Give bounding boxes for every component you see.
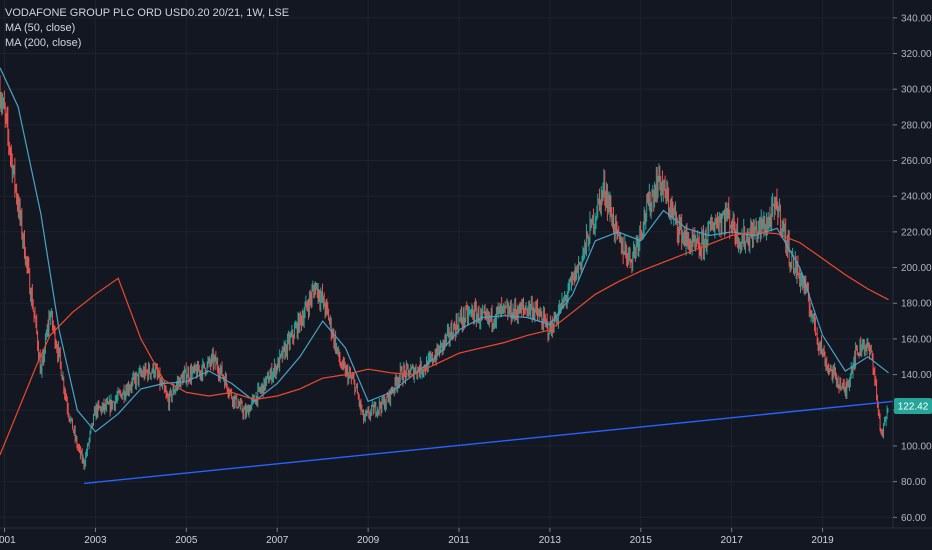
symbol-title: VODAFONE GROUP PLC ORD USD0.20 20/21, 1W… — [5, 7, 290, 19]
x-tick-label: 2005 — [175, 535, 198, 546]
ma50-legend[interactable]: MA (50, close) — [5, 22, 76, 34]
x-tick-label: 2007 — [266, 535, 289, 546]
x-tick-label: 2017 — [721, 535, 744, 546]
y-tick-label: 80.00 — [901, 477, 926, 488]
y-tick-label: 220.00 — [901, 227, 932, 238]
ma200-line[interactable] — [0, 231, 889, 456]
y-tick-label: 160.00 — [901, 334, 932, 345]
trendline[interactable] — [84, 400, 894, 485]
x-tick-label: 2015 — [630, 535, 653, 546]
last-price-badge — [894, 397, 932, 414]
y-tick-label: 240.00 — [901, 192, 932, 203]
ma50-line[interactable] — [0, 67, 889, 433]
x-tick-label: 2009 — [357, 535, 380, 546]
y-tick-label: 140.00 — [901, 370, 932, 381]
y-tick-label: 300.00 — [901, 85, 932, 96]
x-tick-label: 2011 — [448, 535, 470, 546]
time-axis[interactable]: 2001 2003 2005 2007 2009 2011 2013 2015 2017 2019 — [0, 528, 834, 546]
candles — [0, 75, 889, 470]
y-tick-label: 340.00 — [901, 13, 932, 24]
y-tick-label: 200.00 — [901, 263, 932, 274]
y-tick-label: 100.00 — [901, 441, 932, 452]
y-tick-label: 60.00 — [901, 513, 926, 524]
last-price-label: 122.42 — [898, 401, 929, 412]
ma200-legend[interactable]: MA (200, close) — [5, 37, 82, 49]
y-tick-label: 180.00 — [901, 299, 932, 310]
y-tick-label: 280.00 — [901, 120, 932, 131]
y-tick-label: 320.00 — [901, 49, 932, 60]
x-tick-label: 2019 — [811, 535, 834, 546]
chart-legend: VODAFONE GROUP PLC ORD USD0.20 20/21, 1W… — [5, 6, 289, 51]
x-tick-label: 2001 — [0, 535, 16, 546]
y-tick-label: 260.00 — [901, 156, 932, 167]
x-tick-label: 2013 — [539, 535, 562, 546]
x-tick-label: 2003 — [84, 535, 107, 546]
